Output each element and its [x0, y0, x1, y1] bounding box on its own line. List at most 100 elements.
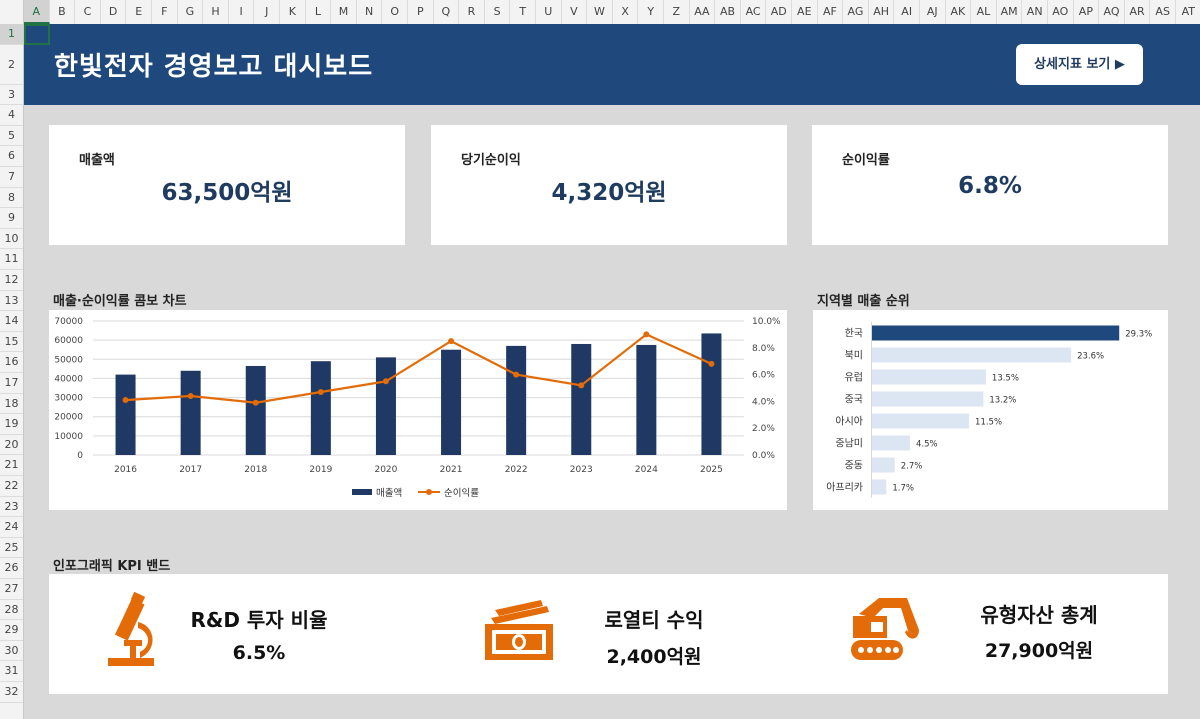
row-header[interactable]: 25	[0, 538, 23, 559]
view-details-button[interactable]: 상세지표 보기 ▶	[1016, 44, 1143, 85]
column-header[interactable]: H	[203, 0, 229, 24]
row-header[interactable]: 6	[0, 146, 23, 167]
column-header[interactable]: AO	[1048, 0, 1074, 24]
row-header[interactable]: 8	[0, 188, 23, 209]
row-header[interactable]: 24	[0, 517, 23, 538]
column-header[interactable]: AG	[843, 0, 869, 24]
row-header[interactable]: 10	[0, 229, 23, 250]
region-label: 중국	[845, 394, 863, 406]
row-header[interactable]: 23	[0, 497, 23, 518]
column-header[interactable]: J	[254, 0, 280, 24]
row-header[interactable]: 1	[0, 24, 23, 45]
combo-chart-panel: 0 10000 20000 30000 40000 50000 60000 70000 0.0%…	[49, 310, 787, 510]
row-header[interactable]: 9	[0, 208, 23, 229]
row-header[interactable]: 19	[0, 414, 23, 435]
row-header[interactable]: 28	[0, 600, 23, 621]
column-header[interactable]: AI	[894, 0, 920, 24]
column-header[interactable]: AL	[971, 0, 997, 24]
column-header[interactable]: AH	[869, 0, 895, 24]
column-header[interactable]: Q	[434, 0, 460, 24]
column-header[interactable]: B	[50, 0, 76, 24]
row-header[interactable]: 16	[0, 352, 23, 373]
column-header[interactable]: AF	[818, 0, 844, 24]
y-right-tick-label: 2.0%	[752, 424, 775, 434]
column-header[interactable]: F	[152, 0, 178, 24]
column-header[interactable]: AK	[946, 0, 972, 24]
bar	[245, 365, 266, 455]
column-header[interactable]: G	[178, 0, 204, 24]
column-header[interactable]: E	[126, 0, 152, 24]
column-header[interactable]: AJ	[920, 0, 946, 24]
column-header[interactable]: N	[357, 0, 383, 24]
row-header[interactable]: 2	[0, 45, 23, 85]
row-header[interactable]: 26	[0, 558, 23, 579]
column-header[interactable]: AE	[792, 0, 818, 24]
column-header[interactable]: AD	[766, 0, 792, 24]
column-header[interactable]: T	[510, 0, 536, 24]
selected-cell-indicator[interactable]	[24, 24, 50, 45]
column-header[interactable]: AP	[1074, 0, 1100, 24]
column-header[interactable]: L	[306, 0, 332, 24]
y-right-tick-label: 10.0%	[752, 317, 781, 327]
row-header[interactable]: 11	[0, 249, 23, 270]
row-header[interactable]: 31	[0, 661, 23, 682]
column-header[interactable]: R	[459, 0, 485, 24]
column-header[interactable]: AR	[1125, 0, 1151, 24]
region-chart-title: 지역별 매출 순위	[817, 294, 910, 309]
row-header[interactable]: 22	[0, 476, 23, 497]
row-header[interactable]: 29	[0, 620, 23, 641]
band-value-rnd: 6.5%	[232, 642, 286, 664]
column-header[interactable]: K	[280, 0, 306, 24]
column-header[interactable]: AC	[741, 0, 767, 24]
row-header[interactable]: 3	[0, 85, 23, 106]
row-header[interactable]: 13	[0, 291, 23, 312]
row-header[interactable]: 15	[0, 332, 23, 353]
column-header[interactable]: AT	[1176, 0, 1200, 24]
column-header[interactable]: U	[536, 0, 562, 24]
row-header[interactable]: 12	[0, 270, 23, 291]
column-header[interactable]: AB	[715, 0, 741, 24]
column-header[interactable]: AM	[997, 0, 1023, 24]
column-header[interactable]: A	[24, 0, 50, 24]
column-header[interactable]: AS	[1150, 0, 1176, 24]
column-header[interactable]: I	[229, 0, 255, 24]
row-header[interactable]: 21	[0, 455, 23, 476]
region-bar	[872, 435, 910, 451]
column-header[interactable]: D	[101, 0, 127, 24]
column-header[interactable]: Y	[638, 0, 664, 24]
row-header[interactable]: 18	[0, 394, 23, 415]
line-point	[187, 393, 194, 400]
column-header[interactable]: V	[562, 0, 588, 24]
y-left-tick-label: 10000	[54, 432, 83, 442]
column-header[interactable]: Z	[664, 0, 690, 24]
column-header[interactable]: S	[485, 0, 511, 24]
legend-line-marker	[426, 489, 432, 495]
column-header[interactable]: C	[75, 0, 101, 24]
row-header[interactable]: 20	[0, 435, 23, 456]
select-all-corner[interactable]	[0, 0, 24, 24]
row-header[interactable]: 27	[0, 579, 23, 600]
bar	[180, 370, 201, 455]
column-header[interactable]: AA	[690, 0, 716, 24]
column-header[interactable]: AN	[1022, 0, 1048, 24]
y-left-tick-label: 50000	[54, 355, 83, 365]
row-header[interactable]: 5	[0, 126, 23, 147]
row-header[interactable]: 14	[0, 311, 23, 332]
row-header[interactable]: 32	[0, 682, 23, 703]
region-label: 아프리카	[826, 482, 863, 494]
y-left-tick-label: 40000	[54, 374, 83, 384]
y-left-tick-label: 30000	[54, 394, 83, 404]
column-header[interactable]: X	[613, 0, 639, 24]
column-header[interactable]: O	[382, 0, 408, 24]
column-header[interactable]: M	[331, 0, 357, 24]
line-point	[252, 399, 259, 406]
column-header[interactable]: P	[408, 0, 434, 24]
row-header[interactable]: 30	[0, 641, 23, 662]
row-header[interactable]: 17	[0, 373, 23, 394]
column-header[interactable]: W	[587, 0, 613, 24]
row-header[interactable]: 4	[0, 105, 23, 126]
column-header[interactable]: AQ	[1099, 0, 1125, 24]
y-right-tick-label: 4.0%	[752, 397, 775, 407]
row-header[interactable]: 7	[0, 167, 23, 188]
band-label-rnd: R&D 투자 비율	[190, 608, 328, 632]
